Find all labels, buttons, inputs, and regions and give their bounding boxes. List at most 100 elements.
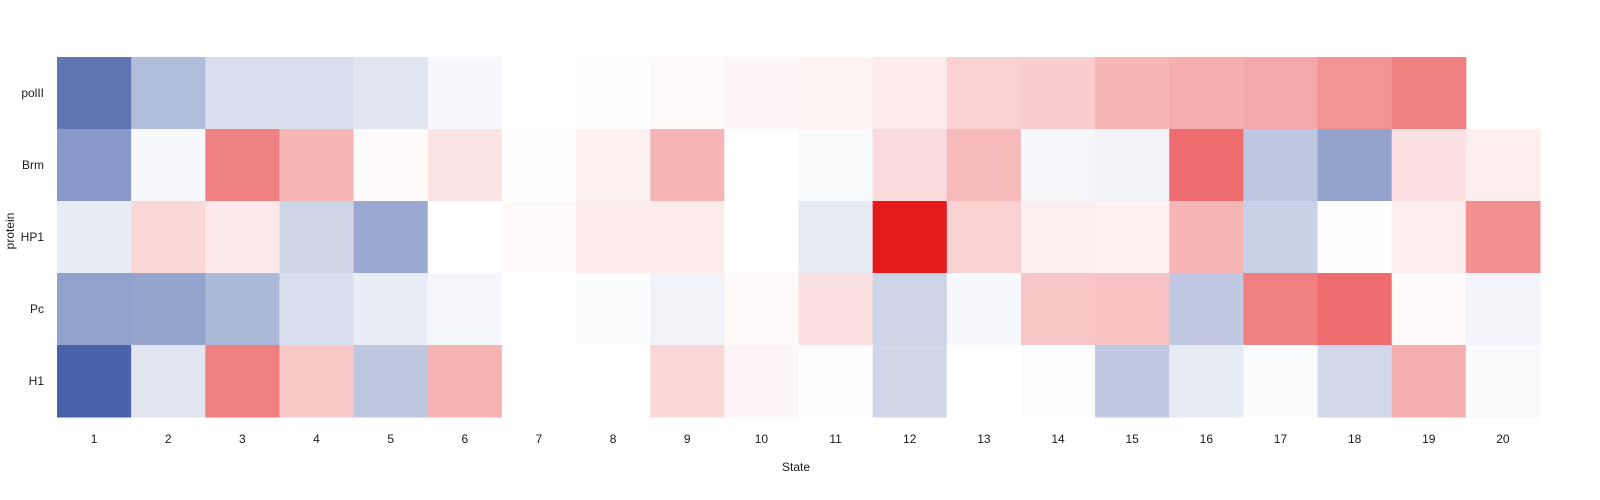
heatmap-cell-HP1-16 (1169, 201, 1244, 274)
heatmap-cell-polII-18 (1317, 57, 1393, 130)
heatmap-cell-Brm-14 (1020, 129, 1096, 202)
heatmap-cell-HP1-20 (1465, 201, 1541, 274)
heatmap-cell-HP1-8 (576, 201, 651, 274)
heatmap-cell-Brm-4 (279, 129, 355, 202)
heatmap-cell-polII-19 (1391, 57, 1467, 130)
x-tick-label: 14 (1051, 432, 1065, 446)
heatmap-cell-Pc-6 (427, 273, 503, 346)
heatmap-cell-H1-5 (353, 345, 429, 418)
heatmap-cell-Pc-18 (1317, 273, 1393, 346)
heatmap-cell-H1-8 (576, 345, 651, 418)
heatmap-cell-polII-5 (353, 57, 429, 130)
heatmap-cell-HP1-2 (131, 201, 206, 274)
x-tick-label: 4 (313, 432, 320, 446)
heatmap-cells (57, 57, 1541, 418)
heatmap-cell-Brm-8 (576, 129, 651, 202)
heatmap-cell-HP1-1 (57, 201, 132, 274)
x-tick-label: 3 (239, 432, 246, 446)
heatmap-cell-Brm-19 (1391, 129, 1467, 202)
heatmap-cell-polII-8 (576, 57, 651, 130)
x-tick-label: 10 (755, 432, 769, 446)
x-axis-title: State (782, 460, 810, 474)
heatmap-cell-polII-1 (57, 57, 132, 130)
x-tick-label: 6 (461, 432, 468, 446)
heatmap-cell-HP1-10 (724, 201, 799, 274)
heatmap-cell-HP1-3 (205, 201, 280, 274)
x-tick-label: 7 (536, 432, 543, 446)
y-tick-label: Brm (22, 158, 44, 172)
heatmap-cell-polII-2 (131, 57, 206, 130)
heatmap-cell-H1-10 (724, 345, 799, 418)
heatmap-cell-Pc-16 (1169, 273, 1244, 346)
x-tick-label: 5 (387, 432, 394, 446)
y-tick-label: HP1 (21, 230, 45, 244)
y-tick-label: polII (21, 86, 44, 100)
heatmap-cell-H1-4 (279, 345, 355, 418)
heatmap-cell-Brm-18 (1317, 129, 1393, 202)
heatmap-cell-H1-16 (1169, 345, 1244, 418)
heatmap-cell-Pc-13 (946, 273, 1022, 346)
heatmap-cell-Brm-3 (205, 129, 280, 202)
heatmap-cell-Pc-3 (205, 273, 280, 346)
heatmap-cell-H1-6 (427, 345, 503, 418)
heatmap-cell-H1-9 (650, 345, 725, 418)
x-tick-label: 19 (1422, 432, 1436, 446)
heatmap-cell-HP1-19 (1391, 201, 1467, 274)
heatmap-cell-H1-19 (1391, 345, 1467, 418)
heatmap-cell-Pc-14 (1020, 273, 1096, 346)
heatmap-cell-HP1-11 (798, 201, 874, 274)
heatmap-cell-Pc-12 (872, 273, 948, 346)
x-tick-label: 15 (1126, 432, 1140, 446)
heatmap-cell-Brm-20 (1465, 129, 1541, 202)
heatmap-cell-HP1-6 (427, 201, 503, 274)
x-tick-label: 2 (165, 432, 172, 446)
x-tick-label: 20 (1496, 432, 1510, 446)
heatmap-cell-H1-14 (1020, 345, 1096, 418)
heatmap-cell-polII-17 (1243, 57, 1319, 130)
heatmap-cell-Brm-2 (131, 129, 206, 202)
heatmap-cell-HP1-12 (872, 201, 948, 274)
heatmap-cell-Pc-1 (57, 273, 132, 346)
y-tick-label: Pc (30, 302, 44, 316)
heatmap-cell-polII-7 (501, 57, 577, 130)
heatmap-cell-Pc-11 (798, 273, 874, 346)
heatmap-cell-polII-4 (279, 57, 355, 130)
heatmap-cell-polII-10 (724, 57, 799, 130)
heatmap-cell-Brm-11 (798, 129, 874, 202)
heatmap-cell-HP1-17 (1243, 201, 1319, 274)
heatmap-cell-HP1-15 (1095, 201, 1170, 274)
heatmap-cell-HP1-5 (353, 201, 429, 274)
x-tick-labels: 1 2 3 4 5 6 7 8 9 10 11 12 13 14 15 16 17 18 19 20 (91, 432, 1510, 446)
x-tick-label: 12 (903, 432, 917, 446)
heatmap-cell-HP1-14 (1020, 201, 1096, 274)
heatmap-cell-Brm-17 (1243, 129, 1319, 202)
heatmap-cell-Brm-1 (57, 129, 132, 202)
heatmap-cell-HP1-13 (946, 201, 1022, 274)
x-tick-label: 9 (684, 432, 691, 446)
heatmap-cell-polII-15 (1095, 57, 1170, 130)
heatmap-cell-Pc-10 (724, 273, 799, 346)
heatmap-cell-Pc-7 (501, 273, 577, 346)
x-tick-label: 17 (1274, 432, 1288, 446)
heatmap-cell-Brm-7 (501, 129, 577, 202)
heatmap-cell-Pc-17 (1243, 273, 1319, 346)
heatmap-cell-Brm-13 (946, 129, 1022, 202)
heatmap-cell-H1-7 (501, 345, 577, 418)
heatmap-cell-Brm-16 (1169, 129, 1244, 202)
heatmap-cell-Brm-5 (353, 129, 429, 202)
heatmap-cell-Brm-6 (427, 129, 503, 202)
heatmap-cell-Pc-20 (1465, 273, 1541, 346)
heatmap-cell-Pc-19 (1391, 273, 1467, 346)
heatmap-cell-HP1-9 (650, 201, 725, 274)
heatmap-cell-H1-13 (946, 345, 1022, 418)
heatmap-cell-HP1-18 (1317, 201, 1393, 274)
heatmap-cell-HP1-4 (279, 201, 355, 274)
heatmap-cell-Brm-9 (650, 129, 725, 202)
heatmap-cell-Pc-2 (131, 273, 206, 346)
heatmap-cell-H1-12 (872, 345, 948, 418)
heatmap-cell-polII-16 (1169, 57, 1244, 130)
x-tick-label: 11 (829, 432, 842, 446)
x-tick-label: 13 (977, 432, 991, 446)
x-tick-label: 18 (1348, 432, 1362, 446)
y-tick-label: H1 (29, 374, 45, 388)
